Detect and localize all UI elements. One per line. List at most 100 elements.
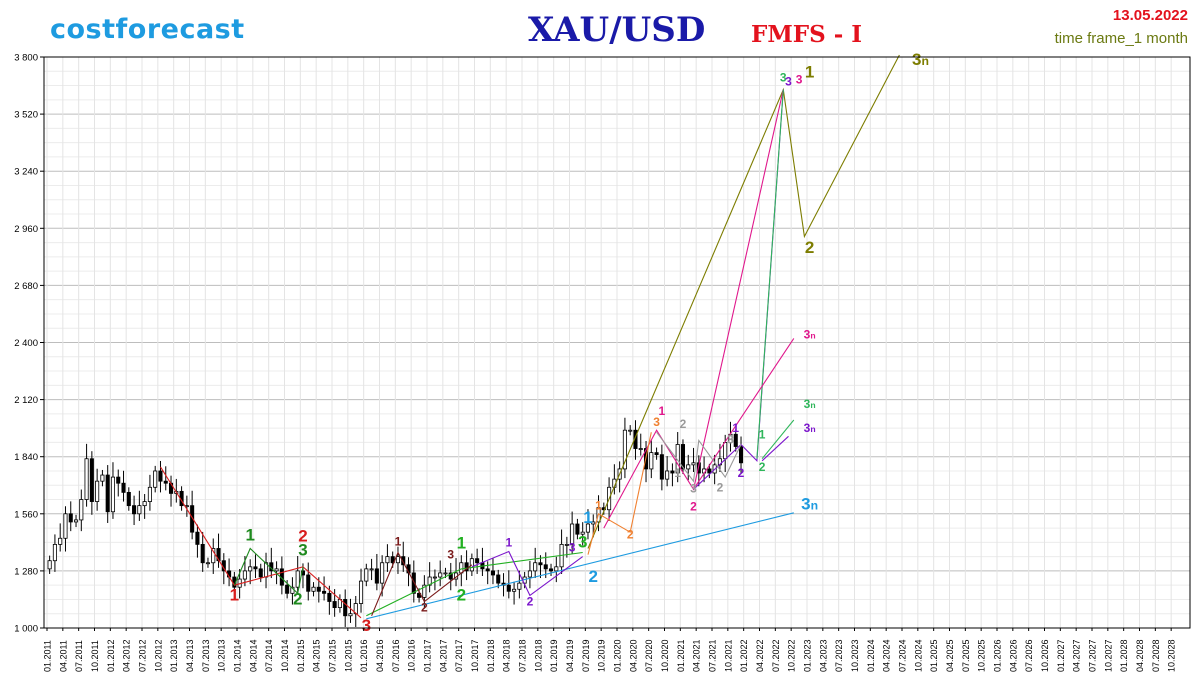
wave-label: 1 <box>659 404 666 418</box>
x-tick-label: 01.2024 <box>866 639 876 672</box>
candle-body <box>374 568 379 584</box>
y-tick-label: 2 960 <box>14 224 38 235</box>
x-tick-label: 10.2011 <box>90 640 100 672</box>
y-tick-label: 2 400 <box>14 338 38 349</box>
x-tick-label: 01.2028 <box>1119 639 1129 672</box>
candle-body <box>322 590 327 594</box>
candle-body <box>570 523 575 545</box>
x-tick-label: 04.2012 <box>122 639 132 672</box>
wave-label: 3 <box>727 432 734 446</box>
x-tick-label: 01.2020 <box>613 639 623 672</box>
candle-body <box>327 592 332 602</box>
x-tick-label: 01.2012 <box>106 639 116 672</box>
wave-line <box>233 547 304 595</box>
candle-body <box>691 462 696 466</box>
candle-body <box>89 458 94 502</box>
wave-label: 2 <box>717 480 724 494</box>
candle-body <box>121 482 126 493</box>
candle-body <box>58 537 63 545</box>
candle-body <box>427 576 432 586</box>
wave-label: 1 <box>595 499 602 513</box>
candle-body <box>47 560 52 570</box>
wave-label: 3 <box>578 532 587 551</box>
wave-label: 3n <box>804 327 816 341</box>
candle-body <box>506 584 511 592</box>
x-tick-label: 07.2011 <box>74 640 84 672</box>
wave-label: 1 <box>805 62 814 81</box>
x-tick-label: 10.2014 <box>280 639 290 672</box>
candle-body <box>401 556 406 566</box>
wave-line <box>603 89 784 529</box>
candle-body <box>364 568 369 582</box>
candle-body <box>527 570 532 578</box>
candle-body <box>84 458 89 500</box>
x-tick-label: 01.2015 <box>296 639 306 672</box>
x-tick-label: 04.2016 <box>375 639 385 672</box>
wave-lines <box>160 54 900 620</box>
candle-body <box>475 558 480 564</box>
candle-body <box>649 452 654 470</box>
candle-body <box>443 572 448 575</box>
x-tick-label: 10.2016 <box>407 639 417 672</box>
x-tick-label: 04.2028 <box>1135 639 1145 672</box>
x-tick-label: 01.2019 <box>549 639 559 672</box>
x-tick-label: 04.2026 <box>1008 639 1018 672</box>
x-tick-label: 01.2023 <box>803 639 813 672</box>
candle-body <box>73 519 79 523</box>
x-tick-label: 04.2025 <box>945 639 955 672</box>
candle-body <box>654 452 659 456</box>
candle-body <box>242 570 247 580</box>
candle-body <box>533 562 538 572</box>
candle-body <box>63 513 68 539</box>
candle-body <box>147 486 152 502</box>
candle-body <box>158 470 163 482</box>
wave-label: 2 <box>759 460 766 474</box>
wave-line <box>471 550 584 597</box>
candle-body <box>380 562 385 584</box>
candle-body <box>543 564 548 570</box>
candle-body <box>52 543 57 562</box>
x-tick-label: 04.2014 <box>248 639 258 672</box>
candle-body <box>137 505 142 515</box>
y-tick-label: 1 840 <box>14 452 38 463</box>
x-tick-label: 01.2018 <box>486 639 496 672</box>
wave-label: 1 <box>505 535 512 549</box>
y-tick-label: 2 120 <box>14 395 38 406</box>
x-tick-label: 04.2011 <box>58 640 68 672</box>
candle-body <box>316 586 321 592</box>
x-tick-label: 10.2019 <box>597 639 607 672</box>
wave-line <box>366 512 794 620</box>
candle-body <box>332 601 337 609</box>
x-tick-label: 01.2025 <box>929 639 939 672</box>
x-tick-label: 01.2016 <box>359 639 369 672</box>
candle-body <box>306 574 311 592</box>
wave-label: 1 <box>732 421 739 435</box>
x-tick-label: 07.2015 <box>328 639 338 672</box>
candle-body <box>628 429 633 432</box>
x-tick-label: 01.2021 <box>676 639 686 672</box>
x-tick-label: 07.2024 <box>898 639 908 672</box>
candle-body <box>358 580 364 604</box>
candle-body <box>411 572 416 594</box>
y-tick-label: 1 000 <box>14 624 38 635</box>
wave-label: 1 <box>395 534 402 548</box>
wave-label: 3 <box>298 541 307 560</box>
candle-body <box>733 433 738 447</box>
y-tick-label: 1 280 <box>14 566 38 577</box>
x-tick-label: 10.2015 <box>343 639 353 672</box>
wave-label: 2 <box>738 466 745 480</box>
wave-line <box>366 551 583 617</box>
candle-body <box>575 523 580 535</box>
candle-body <box>517 582 522 590</box>
candle-body <box>311 586 316 592</box>
wave-label: 1 <box>583 508 592 527</box>
x-tick-label: 10.2026 <box>1040 639 1050 672</box>
wave-label: 2 <box>527 595 534 609</box>
wave-label: 2 <box>680 417 687 431</box>
candle-body <box>132 505 137 515</box>
candle-body <box>190 505 195 533</box>
wave-label: 1 <box>245 525 254 544</box>
wave-label: 3 <box>780 70 787 84</box>
